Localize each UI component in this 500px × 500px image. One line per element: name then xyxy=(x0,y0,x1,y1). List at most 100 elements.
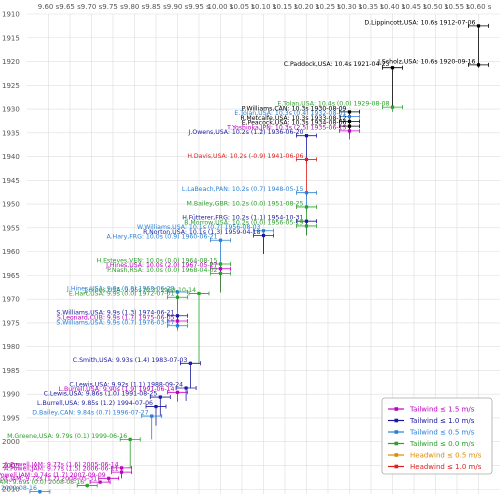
record-label: W.Williams,USA: 10.1s (0.7) 1956-08-03 xyxy=(137,224,261,231)
record: M.Greene,USA: 9.79s (0.1) 1999-06-16 xyxy=(7,433,141,468)
legend-swatch-point xyxy=(394,464,399,469)
legend-box xyxy=(381,397,493,475)
record-point xyxy=(304,224,309,228)
record: C.Smith,USA: 9.93s (1.4) 1983-07-03 xyxy=(73,357,201,389)
y-tick-label: 2000 xyxy=(2,438,20,446)
record: R.Norton,USA: 10.1s (1.3) 1959-04-18 xyxy=(143,229,274,254)
record-point xyxy=(476,63,481,67)
record-label: C.Lewis,USA: 9.86s (1.0) 1991-08-25 xyxy=(44,391,158,398)
legend-swatch-point xyxy=(394,430,399,434)
record-point xyxy=(304,157,309,162)
record-point xyxy=(390,66,395,70)
record-point xyxy=(347,129,352,133)
record-point xyxy=(390,105,395,109)
x-tick-label: 10.10 s xyxy=(251,3,277,11)
y-tick-label: 1960 xyxy=(2,248,20,256)
x-tick-label: 10.45 s xyxy=(401,3,427,11)
record-point xyxy=(120,470,124,474)
y-tick-label: 1965 xyxy=(2,272,20,280)
record-point xyxy=(476,24,481,28)
record: L.Burrell,USA: 9.90s (1.9) 1991-06-14 xyxy=(59,386,188,402)
y-tick-label: 1910 xyxy=(2,11,20,19)
record-label: E.Peacock,USA: 10.3s 1934-08-06 xyxy=(242,120,347,127)
record: C.Lewis,USA: 9.92s (1.1) 1988-09-24 xyxy=(69,382,197,401)
record-point xyxy=(154,404,158,409)
record-label: A.Powell,JAM: 9.77s (1.5) 2006-06-11 xyxy=(4,466,119,473)
y-tick-label: 1920 xyxy=(2,58,20,66)
y-tick-label: 1945 xyxy=(2,177,20,185)
record-point xyxy=(218,267,223,271)
record-point xyxy=(218,262,223,266)
x-tick-label: 9.85 s xyxy=(145,3,167,11)
record-label: U.Bolt,JAM: 9.69s (0.0) 2008-08-16 xyxy=(0,479,84,486)
x-tick-label: 10.60 s xyxy=(466,3,492,11)
record: T.Yoshioka,JPN: 10.3s (2.5) 1935-06-15 xyxy=(226,124,360,140)
record-label: C.Smith,USA: 9.93s (1.4) 1983-07-03 xyxy=(73,357,188,364)
record-point xyxy=(150,414,154,418)
record-point xyxy=(304,219,309,223)
record-point xyxy=(175,314,180,318)
record-label: T.Yoshioka,JPN: 10.3s (2.5) 1935-06-15 xyxy=(226,124,346,131)
x-tick-label: 10.25 s xyxy=(315,3,341,11)
record-point xyxy=(85,483,89,488)
record-point xyxy=(128,437,132,441)
legend-label: Tailwind ≤ 0.0 m/s xyxy=(409,440,475,448)
x-tick-label: 9.65 s xyxy=(59,3,81,11)
y-tick-label: 1935 xyxy=(2,129,20,137)
y-axis-ticks: 1910 1915 1920 1925 1930 1935 1940 1945 1950 1955… xyxy=(2,11,20,494)
record-label: R.Metcalfe,USA: 10.3s 1933-08-12 xyxy=(240,115,346,122)
record-label: H.Davis,USA: 10.2s (-0.9) 1941-06-06 xyxy=(187,153,303,160)
record-label: S.Williams,USA: 9.9s (0.7) 1976-03-27 xyxy=(56,319,174,326)
record: C.Lewis,USA: 9.86s (1.0) 1991-08-25 xyxy=(44,391,171,416)
record-point xyxy=(184,386,188,390)
record-point xyxy=(188,361,192,365)
record-point xyxy=(175,290,180,294)
record: R.Metcalfe,USA: 10.3s 1933-08-12 xyxy=(240,115,360,130)
x-tick-label: 10.30 s xyxy=(337,3,363,11)
record: U.Bolt,JAM: 9.58s (0.9) 2009-08-16 xyxy=(0,485,51,494)
record-label: B.Morrow,USA: 10.2s (0.0) 1956-05-19 xyxy=(184,219,303,226)
legend-label: Tailwind ≤ 1.0 m/s xyxy=(409,417,475,425)
y-tick-label: 1995 xyxy=(2,414,20,422)
y-tick-label: 2010 xyxy=(2,486,20,494)
record-label: A.Powell,JAM: 9.74s (1.7) 2007-09-09 xyxy=(0,472,106,479)
record-point xyxy=(218,238,223,242)
record-label: U.Bolt,JAM: 9.58s (0.9) 2009-08-16 xyxy=(0,485,37,492)
record-label: C.Lewis,USA: 9.92s (1.1) 1988-09-24 xyxy=(69,382,183,389)
records: D.Lippincott,USA: 10.6s 1912-07-06 J.Scho… xyxy=(0,19,489,494)
x-tick-label: 10.20 s xyxy=(294,3,320,11)
x-tick-label: 10.35 s xyxy=(358,3,384,11)
record-label: D.Bailey,CAN: 9.84s (0.7) 1996-07-27 xyxy=(32,410,148,417)
legend-swatch-point xyxy=(394,418,399,423)
record-label: L.Burrell,USA: 9.90s (1.9) 1991-06-14 xyxy=(59,386,175,393)
record: J.Hines,USA: 9.9s (0.8) 1968-06-20 xyxy=(66,286,188,312)
record-label: J.Owens,USA: 10.2s (1.2) 1936-06-20 xyxy=(188,129,304,136)
record-label: C.Paddock,USA: 10.4s 1921-04-23 xyxy=(284,61,390,68)
record-label: H.Esteves,VEN: 10.0s (0.0) 1964-08-15 xyxy=(97,257,218,264)
record-point xyxy=(107,476,111,480)
y-tick-label: 1985 xyxy=(2,367,20,375)
record-label: P.Nash,RSA: 10.0s (0.0) 1968-04-02 xyxy=(107,267,217,274)
y-tick-label: 1930 xyxy=(2,106,20,114)
record-point xyxy=(175,295,180,299)
record-point xyxy=(98,480,102,484)
record-point xyxy=(261,229,266,233)
x-tick-label: 9.70 s xyxy=(81,3,103,11)
record-label: J.Scholz,USA: 10.6s 1920-09-16 xyxy=(377,58,475,65)
legend-swatch-point xyxy=(394,441,399,446)
legend-label: Tailwind ≤ 0.5 m/s xyxy=(409,429,475,437)
record-point xyxy=(347,124,352,128)
legend-label: Headwind ≤ 0.5 m/s xyxy=(410,452,482,460)
record: U.Bolt,JAM: 9.69s (0.0) 2008-08-16 xyxy=(0,479,98,488)
record-label: J.Hines,USA: 9.9s (0.8) 1968-06-20 xyxy=(66,286,175,293)
record-label: L.LaBeach,PAN: 10.2s (0.7) 1948-05-15 xyxy=(182,186,304,193)
record-point xyxy=(218,271,223,276)
legend-label: Tailwind ≤ 1.5 m/s xyxy=(409,406,475,414)
x-tick-label: 9.60 s xyxy=(38,3,60,11)
record-label: A.Powell,JAM: 9.77s (1.6) 2005-06-14 xyxy=(4,461,119,468)
record-point xyxy=(197,291,201,296)
record-point xyxy=(347,115,352,119)
legend-swatch-point xyxy=(394,407,399,411)
record: E.Peacock,USA: 10.3s 1934-08-06 xyxy=(242,120,360,135)
